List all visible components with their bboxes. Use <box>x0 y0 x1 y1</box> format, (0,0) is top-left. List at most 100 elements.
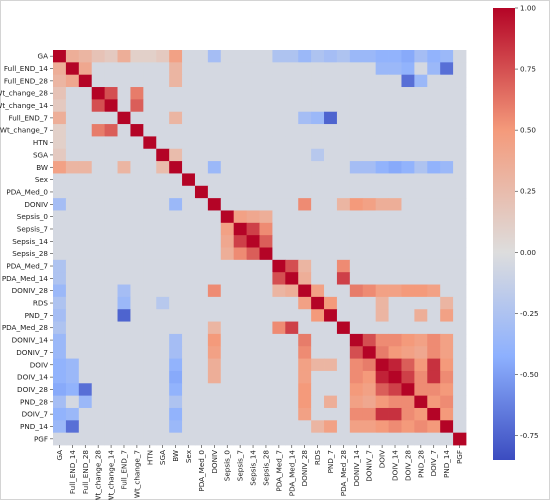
heatmap-cell <box>311 432 325 446</box>
heatmap-cell <box>104 346 118 359</box>
heatmap-cell <box>414 358 428 372</box>
heatmap-cell <box>285 99 299 113</box>
heatmap-cell <box>207 62 222 76</box>
heatmap-cell <box>194 284 209 298</box>
y-tick-label: DOIV_28 <box>17 385 48 394</box>
heatmap-cell <box>336 99 351 113</box>
heatmap-cell <box>182 62 196 76</box>
heatmap-cell <box>362 87 377 100</box>
heatmap-cell <box>414 247 428 261</box>
x-tick-label: DONIV_7 <box>365 450 374 482</box>
heatmap-cell <box>272 383 286 397</box>
heatmap-cell <box>182 420 196 434</box>
heatmap-cell <box>117 62 131 76</box>
heatmap-cell <box>53 333 67 347</box>
y-tick-label: Sepsis_14 <box>12 237 48 246</box>
heatmap-cell <box>259 321 273 335</box>
heatmap-cell <box>336 370 351 384</box>
heatmap-cell <box>440 74 454 88</box>
heatmap-cell <box>156 309 170 322</box>
heatmap-cell <box>375 222 389 236</box>
heatmap-cell <box>194 124 209 137</box>
heatmap-cell <box>194 74 209 88</box>
heatmap-cell <box>182 333 196 347</box>
heatmap-cell <box>427 346 441 359</box>
heatmap-cell <box>259 50 273 63</box>
heatmap-cell <box>414 99 428 113</box>
heatmap-cell <box>53 74 67 88</box>
heatmap-cell <box>143 124 157 137</box>
y-tick-label: Sepsis_28 <box>12 249 48 258</box>
heatmap-cell <box>375 136 389 150</box>
heatmap-cell <box>182 87 196 100</box>
heatmap-cell <box>220 222 235 236</box>
heatmap-cell <box>91 383 106 397</box>
heatmap-cell <box>65 383 80 397</box>
heatmap-cell <box>362 235 377 248</box>
heatmap-cell <box>311 124 325 137</box>
heatmap-cell <box>233 420 247 434</box>
heatmap-cell <box>311 309 325 322</box>
heatmap-cell <box>362 383 377 397</box>
heatmap-cell <box>453 111 467 125</box>
heatmap-cell <box>130 111 144 125</box>
heatmap-cell <box>349 358 364 372</box>
heatmap-cell <box>220 210 235 224</box>
heatmap-cell <box>427 259 441 273</box>
heatmap-cell <box>401 420 415 434</box>
heatmap-cell <box>414 383 428 397</box>
heatmap-cell <box>453 173 467 187</box>
heatmap-cell <box>169 383 183 397</box>
heatmap-cell <box>414 420 428 434</box>
heatmap-cell <box>453 185 467 199</box>
heatmap-cell <box>65 50 80 63</box>
heatmap-cell <box>130 247 144 261</box>
heatmap-cell <box>117 321 131 335</box>
heatmap-cell <box>65 321 80 335</box>
heatmap-cell <box>53 259 67 273</box>
heatmap-cell <box>336 136 351 150</box>
heatmap-cell <box>220 259 235 273</box>
heatmap-cell <box>272 210 286 224</box>
heatmap-cell <box>388 284 402 298</box>
heatmap-cell <box>182 395 196 409</box>
heatmap-cell <box>259 210 273 224</box>
heatmap-cell <box>156 87 170 100</box>
heatmap-cell <box>259 358 273 372</box>
x-tick-label: Sepsis_7 <box>236 450 245 481</box>
heatmap-cell <box>362 161 377 174</box>
heatmap-cell <box>259 383 273 397</box>
heatmap-cell <box>104 333 118 347</box>
heatmap-cell <box>156 383 170 397</box>
heatmap-cell <box>440 87 454 100</box>
heatmap-cell <box>143 420 157 434</box>
heatmap-cell <box>156 50 170 63</box>
heatmap-cell <box>285 259 299 273</box>
heatmap-cell <box>207 185 222 199</box>
heatmap-cell <box>324 124 338 137</box>
heatmap-cell <box>259 173 273 187</box>
heatmap-cell <box>349 87 364 100</box>
heatmap-cell <box>117 136 131 150</box>
heatmap-cell <box>53 247 67 261</box>
heatmap-cell <box>117 247 131 261</box>
heatmap-cell <box>401 173 415 187</box>
heatmap-cell <box>117 407 131 421</box>
heatmap-cell <box>91 62 106 76</box>
heatmap-cell <box>78 420 93 434</box>
heatmap-cell <box>169 136 183 150</box>
heatmap-cell <box>194 272 209 285</box>
y-tick-label: Wt_change_28 <box>0 89 48 98</box>
heatmap-cell <box>349 407 364 421</box>
heatmap-cell <box>349 136 364 150</box>
heatmap-cell <box>427 161 441 174</box>
heatmap-cell <box>156 136 170 150</box>
heatmap-cell <box>298 87 312 100</box>
heatmap-cell <box>169 62 183 76</box>
heatmap-cell <box>349 99 364 113</box>
heatmap-cell <box>143 235 157 248</box>
heatmap-cell <box>414 395 428 409</box>
heatmap-cell <box>375 272 389 285</box>
heatmap-cell <box>207 407 222 421</box>
heatmap-cell <box>388 222 402 236</box>
